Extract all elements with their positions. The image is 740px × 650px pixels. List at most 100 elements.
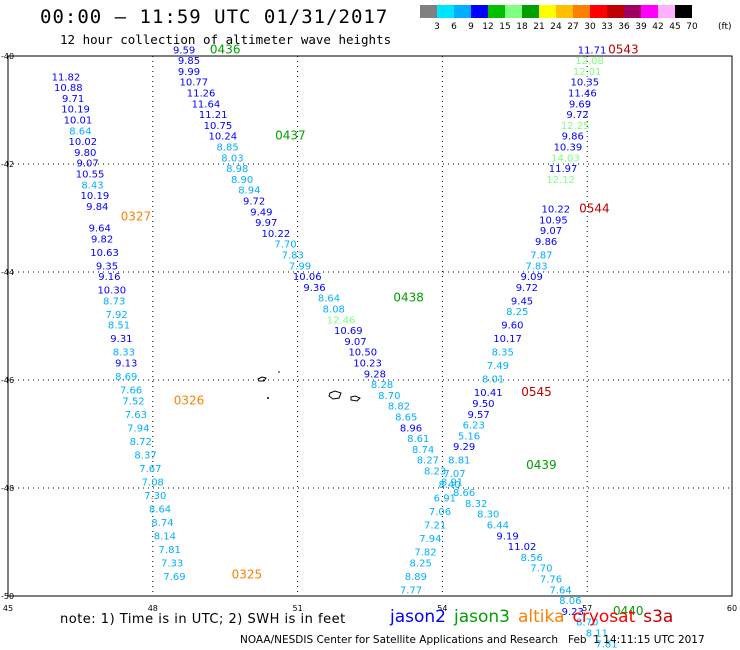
scale-swatch bbox=[471, 5, 488, 18]
island-outline bbox=[350, 395, 361, 402]
wave-height-value: 9.45 bbox=[511, 296, 533, 307]
wave-height-value: 9.72 bbox=[566, 110, 588, 121]
wave-height-value: 11.46 bbox=[568, 89, 597, 100]
scale-tick-label: 15 bbox=[499, 22, 511, 32]
island-outline bbox=[257, 376, 267, 382]
pass-time-label: 0327 bbox=[121, 210, 152, 224]
legend-item: cryosat bbox=[572, 607, 636, 627]
wave-height-value: 7.06 bbox=[429, 507, 451, 518]
scale-swatch bbox=[505, 5, 522, 18]
wave-height-value: 7.67 bbox=[139, 464, 161, 475]
x-tick-label: 57 bbox=[582, 604, 592, 613]
pass-time-label: 0326 bbox=[174, 393, 205, 407]
wave-height-value: 8.08 bbox=[323, 305, 345, 316]
island-outlines bbox=[257, 371, 361, 402]
wave-height-value: 6.44 bbox=[487, 521, 509, 532]
scale-swatch bbox=[556, 5, 573, 18]
wave-height-value: 10.35 bbox=[570, 78, 599, 89]
scale-tick-label: 30 bbox=[584, 22, 596, 32]
scale-swatch bbox=[675, 5, 692, 18]
y-tick-label: -50 bbox=[1, 592, 14, 601]
scale-tick-label: 33 bbox=[601, 22, 613, 32]
scale-tick-label: 3 bbox=[434, 22, 440, 32]
wave-height-value: 11.97 bbox=[549, 164, 578, 175]
wave-height-value: 8.28 bbox=[371, 380, 393, 391]
scale-tick-label: 6 bbox=[451, 22, 457, 32]
wave-height-value: 9.19 bbox=[496, 531, 518, 542]
wave-height-value: 9.09 bbox=[521, 272, 543, 283]
wave-height-value: 10.63 bbox=[90, 248, 119, 259]
scale-swatch bbox=[454, 5, 471, 18]
scale-tick-label: 45 bbox=[669, 22, 681, 32]
wave-height-value: 9.99 bbox=[178, 67, 200, 78]
wave-height-value: 10.77 bbox=[180, 78, 209, 89]
scale-tick-label: 18 bbox=[516, 22, 528, 32]
wave-height-value: 12.12 bbox=[546, 175, 575, 186]
wave-height-value: 7.66 bbox=[120, 386, 142, 397]
wave-height-value: 8.94 bbox=[238, 186, 260, 197]
wave-height-value: 9.49 bbox=[250, 207, 272, 218]
wave-height-value: 8.11 bbox=[586, 629, 608, 640]
wave-height-value: 8.32 bbox=[465, 499, 487, 510]
x-tick-label: 48 bbox=[148, 604, 158, 613]
wave-height-value: 10.41 bbox=[474, 388, 503, 399]
wave-height-value: 6.91 bbox=[434, 494, 456, 505]
scale-swatch bbox=[607, 5, 624, 18]
wave-height-value: 8.81 bbox=[448, 456, 470, 467]
wave-height-value: 7.94 bbox=[127, 423, 149, 434]
scale-swatch bbox=[658, 5, 675, 18]
color-scale-bar bbox=[420, 5, 692, 18]
wave-height-value: 10.88 bbox=[54, 83, 83, 94]
legend-item: s3a bbox=[643, 607, 674, 627]
pass-time-label: 0543 bbox=[608, 42, 639, 56]
wave-height-value: 8.66 bbox=[453, 488, 475, 499]
wave-height-value: 8.98 bbox=[226, 164, 248, 175]
wave-height-value: 8.70 bbox=[378, 391, 400, 402]
wave-height-value: 7.99 bbox=[289, 261, 311, 272]
pass-time-label: 0436 bbox=[210, 42, 241, 56]
scale-swatch bbox=[573, 5, 590, 18]
wave-height-value: 8.82 bbox=[388, 402, 410, 413]
wave-height-value: 10.23 bbox=[353, 359, 382, 370]
island-outline bbox=[328, 390, 342, 400]
wave-height-value: 8.72 bbox=[130, 437, 152, 448]
wave-height-value: 9.59 bbox=[173, 45, 195, 56]
wave-height-value: 10.17 bbox=[493, 334, 522, 345]
scale-swatch bbox=[624, 5, 641, 18]
wave-height-value: 8.01 bbox=[482, 375, 504, 386]
wave-height-value: 9.82 bbox=[91, 234, 113, 245]
wave-height-value: 8.06 bbox=[559, 596, 581, 607]
wave-height-value: 9.86 bbox=[535, 237, 557, 248]
wave-height-value: 10.22 bbox=[542, 205, 571, 216]
scale-tick-label: 21 bbox=[533, 22, 545, 32]
page-subtitle: 12 hour collection of altimeter wave hei… bbox=[60, 32, 392, 47]
pass-time-label: 0437 bbox=[275, 129, 306, 143]
wave-height-value: 8.33 bbox=[113, 348, 135, 359]
scale-tick-label: 39 bbox=[635, 22, 647, 32]
wave-height-value: 9.07 bbox=[540, 226, 562, 237]
wave-height-value: 10.24 bbox=[208, 132, 237, 143]
wave-height-value: 11.82 bbox=[52, 72, 81, 83]
y-tick-label: -42 bbox=[1, 160, 14, 169]
x-tick-label: 45 bbox=[3, 604, 13, 613]
scale-swatch bbox=[590, 5, 607, 18]
wave-height-value: 7.70 bbox=[530, 564, 552, 575]
wave-height-value: 9.57 bbox=[467, 410, 489, 421]
wave-height-value: 9.80 bbox=[74, 148, 96, 159]
wave-height-value: 8.40 bbox=[439, 480, 461, 491]
wave-height-value: 7.87 bbox=[530, 251, 552, 262]
wave-height-value: 10.69 bbox=[334, 326, 363, 337]
scale-tick-label: 12 bbox=[482, 22, 494, 32]
legend-item: jason2 bbox=[390, 607, 446, 627]
lat-lon-grid: 45 48 51 54 57 60 -40 -42 -44 -46 -48 -50 bbox=[1, 52, 737, 613]
wave-height-value: 9.07 bbox=[344, 337, 366, 348]
wave-height-value: 8.14 bbox=[154, 531, 176, 542]
wave-height-value: 7.30 bbox=[144, 491, 166, 502]
wave-height-value: 10.01 bbox=[64, 116, 93, 127]
wave-height-value: 12.46 bbox=[327, 315, 356, 326]
wave-height-value: 9.72 bbox=[243, 197, 265, 208]
wave-height-value: 8.64 bbox=[318, 294, 340, 305]
y-tick-label: -44 bbox=[1, 268, 14, 277]
wave-height-value: 8.56 bbox=[521, 553, 543, 564]
